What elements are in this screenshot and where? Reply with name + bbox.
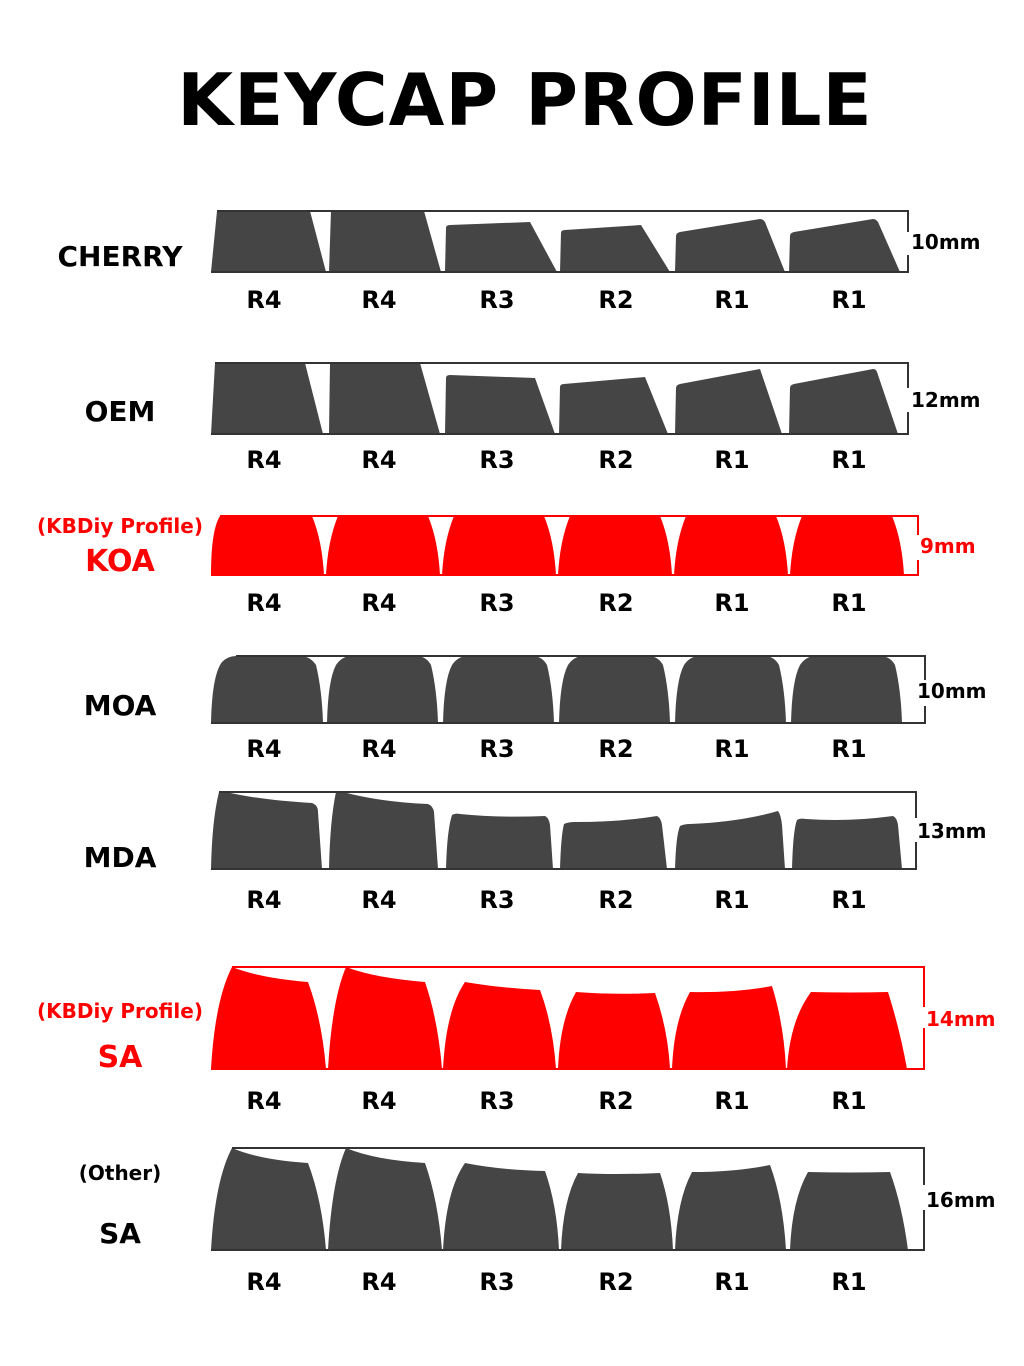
row-label: R2 [598, 446, 634, 474]
row-label: R4 [246, 1087, 282, 1115]
height-label: 13mm [917, 819, 987, 843]
height-label: 12mm [911, 388, 981, 412]
profile-source-label: (KBDiy Profile) [37, 514, 203, 538]
row-label: R4 [246, 446, 282, 474]
height-label: 10mm [911, 230, 981, 254]
row-label: R3 [479, 735, 515, 763]
profile-source-label: (KBDiy Profile) [37, 999, 203, 1023]
height-label: 14mm [926, 1007, 996, 1031]
row-label: R3 [479, 1087, 515, 1115]
height-label: 9mm [920, 534, 976, 558]
row-label: R1 [831, 286, 867, 314]
row-label: R1 [831, 1268, 867, 1296]
profile-name: OEM [84, 395, 156, 428]
row-label: R4 [361, 735, 397, 763]
row-label: R4 [361, 1268, 397, 1296]
sa-kbdiy-profile-diagram [211, 966, 925, 1070]
row-label: R3 [479, 286, 515, 314]
row-label: R4 [246, 735, 282, 763]
page-title: KEYCAP PROFILE [177, 58, 873, 142]
row-label: R4 [361, 446, 397, 474]
row-label: R4 [361, 286, 397, 314]
moa-profile-diagram [211, 655, 926, 724]
row-label: R2 [598, 1268, 634, 1296]
row-label: R3 [479, 446, 515, 474]
row-label: R4 [361, 589, 397, 617]
row-label: R1 [831, 446, 867, 474]
row-label: R1 [714, 589, 750, 617]
row-label: R4 [246, 589, 282, 617]
row-label: R1 [831, 886, 867, 914]
row-label: R2 [598, 589, 634, 617]
profile-name: MOA [83, 689, 157, 722]
row-label: R1 [831, 735, 867, 763]
profile-name: KOA [85, 544, 155, 579]
row-label: R2 [598, 1087, 634, 1115]
oem-profile-diagram [211, 362, 909, 435]
row-label: R4 [361, 886, 397, 914]
row-label: R3 [479, 589, 515, 617]
row-label: R3 [479, 1268, 515, 1296]
profile-name: MDA [83, 841, 157, 874]
row-label: R2 [598, 886, 634, 914]
sa-other-profile-diagram [211, 1147, 925, 1251]
row-label: R1 [714, 446, 750, 474]
koa-profile-diagram [211, 515, 919, 576]
row-label: R4 [246, 286, 282, 314]
profile-name: CHERRY [57, 240, 183, 273]
row-label: R4 [246, 1268, 282, 1296]
row-label: R2 [598, 735, 634, 763]
row-label: R1 [714, 286, 750, 314]
profile-source-label: (Other) [78, 1161, 162, 1185]
row-label: R4 [361, 1087, 397, 1115]
row-label: R1 [714, 735, 750, 763]
row-label: R2 [598, 286, 634, 314]
row-label: R1 [714, 1087, 750, 1115]
row-label: R4 [246, 886, 282, 914]
row-label: R1 [714, 886, 750, 914]
profile-name: SA [99, 1217, 141, 1250]
cherry-profile-diagram [211, 210, 909, 273]
height-label: 16mm [926, 1188, 996, 1212]
row-label: R1 [831, 589, 867, 617]
profile-name: SA [97, 1040, 143, 1075]
row-label: R1 [831, 1087, 867, 1115]
height-label: 10mm [917, 679, 987, 703]
row-label: R1 [714, 1268, 750, 1296]
mda-profile-diagram [211, 791, 917, 870]
row-label: R3 [479, 886, 515, 914]
